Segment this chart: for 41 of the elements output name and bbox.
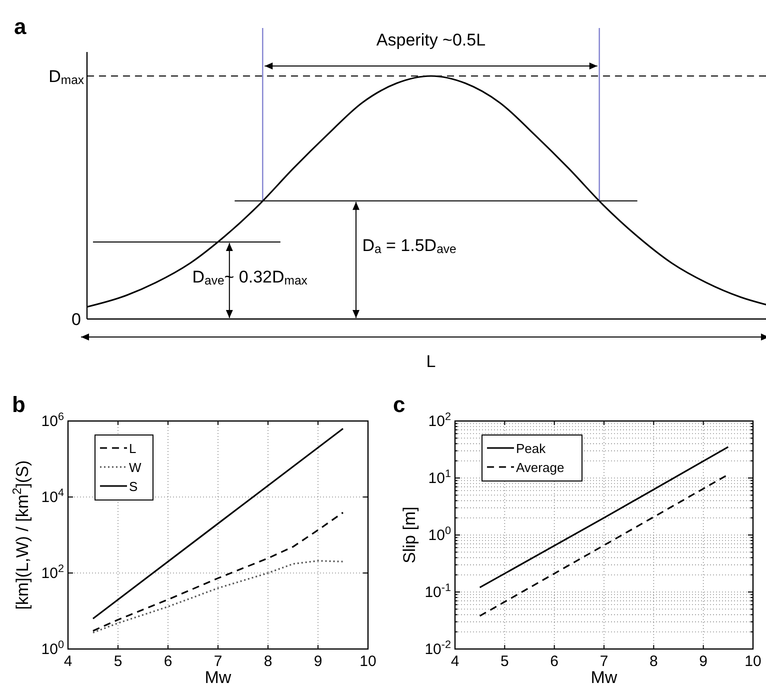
x-tick-label: 8 [264,653,272,670]
x-tick-label: 10 [360,653,376,670]
y-tick-label: 10$^{-2}$ [424,639,451,658]
x-tick-label: 6 [164,653,172,670]
y-tick-label: 10$^{-1}$ [424,582,451,601]
legend-label: Peak [516,441,546,456]
x-tick-label: 10 [744,653,762,670]
y-tick-label: 10$^{4}$ [41,487,64,506]
legend-label: W [129,460,142,475]
legend-label: L [129,441,136,456]
text: Asperity ~0.5L [376,30,486,50]
y-axis-title: Slip [m] [400,506,419,564]
text: 0 [72,310,81,329]
legend-label: Average [516,460,564,475]
x-tick-label: 8 [649,653,658,670]
line-series [92,560,344,634]
x-tick-label: 4 [450,653,460,670]
legend-label: S [129,479,138,494]
x-tick-label: 6 [550,653,559,670]
x-tick-label: 7 [214,653,222,670]
text: L [426,352,436,371]
chart-title: b [12,392,26,417]
x-tick-label: 7 [600,653,608,670]
y-tick-label: 10$^{2}$ [41,563,64,582]
y-tick-label: 10$^{6}$ [41,411,64,430]
annotation: D$_{a}$ = 1.5D$_{ave}$ [362,236,457,256]
x-tick-label: 5 [500,653,509,670]
x-tick-label: 9 [699,653,708,670]
line-series [92,512,344,632]
y-tick-label: 10$^{1}$ [428,468,451,487]
text: D$_{max}$ [48,67,84,87]
x-tick-label: 9 [314,653,322,670]
y-tick-label: 10$^{0}$ [41,639,64,658]
chart-title: c [393,392,406,417]
chart-title: a [14,14,27,39]
y-tick-label: 10$^{0}$ [428,525,451,544]
x-tick-label: 5 [114,653,122,670]
x-axis-title: Mw [590,668,618,687]
x-axis-title: Mw [204,668,232,687]
y-tick-label: 10$^{2}$ [428,411,451,430]
x-tick-label: 4 [64,653,72,670]
